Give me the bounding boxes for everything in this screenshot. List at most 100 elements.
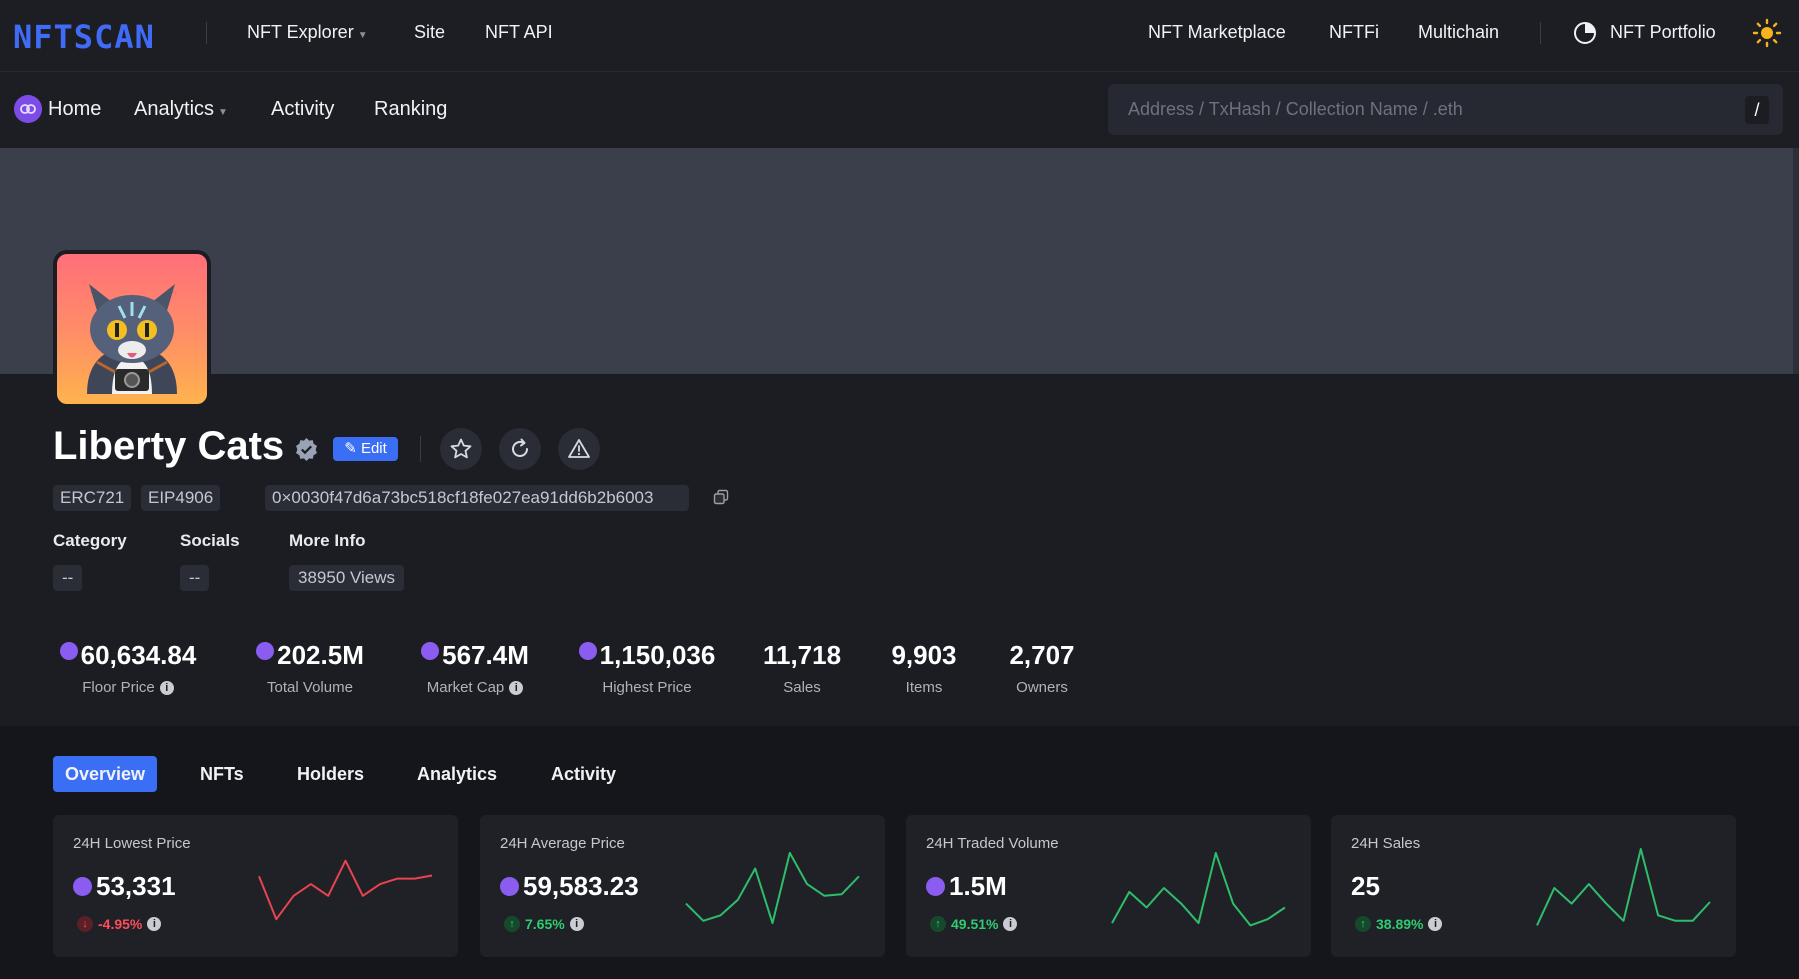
arrow-up-icon: ↑ (504, 916, 520, 932)
info-icon[interactable]: i (1003, 917, 1018, 931)
stat-value: 60,634.84 (80, 640, 197, 670)
card-title: 24H Average Price (500, 835, 625, 852)
card-average-price: 24H Average Price 59,583.23 ↑ 7.65% i (480, 815, 885, 957)
info-icon[interactable]: i (147, 917, 162, 931)
info-icon[interactable]: i (159, 680, 174, 695)
stat-owners: 2,707 Owners (997, 640, 1087, 696)
stat-items: 9,903 Items (879, 640, 969, 696)
verified-badge-icon (296, 438, 317, 461)
tab-activity[interactable]: Activity (551, 764, 617, 784)
warning-icon (568, 439, 590, 458)
stat-highest-price: 1,150,036 Highest Price (577, 640, 717, 696)
socials-value: -- (180, 565, 210, 591)
subnav-analytics-label: Analytics (134, 98, 215, 120)
copy-icon[interactable] (713, 489, 729, 505)
stat-value: 9,903 (891, 640, 957, 670)
info-icon[interactable]: i (1428, 917, 1443, 931)
tab-overview[interactable]: Overview (53, 756, 158, 792)
nav-nftfi[interactable]: NFTFi (1329, 22, 1379, 42)
stat-label: Floor Price (82, 679, 155, 696)
arrow-up-icon: ↑ (1355, 916, 1371, 932)
nav-multichain[interactable]: Multichain (1418, 22, 1500, 42)
scrollbar[interactable] (1793, 148, 1799, 374)
card-lowest-price: 24H Lowest Price 53,331 ↓ -4.95% i (53, 815, 458, 957)
stat-value: 11,718 (762, 640, 842, 670)
edit-button[interactable]: ✎ Edit (333, 437, 398, 461)
standard-tag: ERC721 (53, 485, 132, 511)
card-traded-volume: 24H Traded Volume 1.5M ↑ 49.51% i (906, 815, 1311, 957)
info-icon[interactable]: i (569, 917, 584, 931)
arrow-up-icon: ↑ (930, 916, 946, 932)
nav-site[interactable]: Site (414, 22, 446, 42)
stat-value: 2,707 (1009, 640, 1075, 670)
card-title: 24H Traded Volume (926, 835, 1059, 852)
subnav-activity[interactable]: Activity (271, 98, 335, 120)
card-sales: 24H Sales 25 ↑ 38.89% i (1331, 815, 1736, 957)
chevron-down-icon: ▼ (218, 107, 228, 118)
card-title: 24H Lowest Price (73, 835, 191, 852)
tab-nfts[interactable]: NFTs (200, 764, 244, 784)
search-shortcut-key: / (1745, 96, 1769, 124)
sun-icon[interactable] (1752, 18, 1782, 48)
title-divider (420, 436, 421, 462)
stat-label: Total Volume (267, 679, 353, 696)
category-label: Category (53, 531, 127, 550)
favorite-button[interactable] (440, 428, 482, 470)
report-button[interactable] (558, 428, 600, 470)
ethereum-icon (14, 95, 42, 123)
contract-address[interactable]: 0×0030f47d6a73bc518cf18fe027ea91dd6b2b60… (265, 485, 690, 511)
collection-banner (0, 148, 1799, 374)
nftscan-logo[interactable]: NFTSCAN (13, 18, 155, 56)
stat-label: Owners (1016, 679, 1068, 696)
sparkline-chart (685, 851, 860, 925)
star-icon (450, 438, 472, 459)
card-value: 53,331 (96, 871, 176, 901)
stat-floor-price: 60,634.84 Floor Price i (53, 640, 203, 696)
sparkline-series (685, 851, 860, 925)
ethereum-icon (73, 877, 92, 896)
subnav-ranking[interactable]: Ranking (374, 98, 448, 120)
card-value: 25 (1351, 871, 1380, 901)
refresh-icon (512, 438, 528, 457)
nav-nft-explorer-label: NFT Explorer (247, 22, 354, 42)
stat-label: Items (905, 679, 943, 696)
nav-divider (1540, 22, 1541, 44)
sparkline-series (258, 859, 433, 921)
ethereum-icon (421, 641, 440, 660)
category-value: -- (53, 565, 83, 591)
collection-title: Liberty Cats (53, 424, 285, 468)
more-info-label: More Info (289, 531, 366, 550)
arrow-down-icon: ↓ (77, 916, 93, 932)
stat-market-cap: 567.4M Market Cap i (415, 640, 535, 696)
standard-tag: EIP4906 (141, 485, 221, 511)
nav-nft-marketplace[interactable]: NFT Marketplace (1148, 22, 1286, 42)
nav-divider (206, 22, 207, 44)
stat-label: Highest Price (602, 679, 692, 696)
pie-chart-icon[interactable] (1573, 21, 1597, 45)
stat-label: Market Cap (426, 679, 505, 696)
nav-nft-explorer[interactable]: NFT Explorer ▼ (247, 22, 368, 43)
views-count: 38950 Views (289, 565, 405, 591)
tab-analytics[interactable]: Analytics (417, 764, 498, 784)
card-change: -4.95% (98, 916, 143, 932)
nav-nft-portfolio[interactable]: NFT Portfolio (1610, 22, 1716, 42)
top-navbar (0, 0, 1799, 72)
subnav-analytics[interactable]: Analytics ▼ (134, 98, 228, 121)
stat-value: 567.4M (442, 640, 529, 670)
card-title: 24H Sales (1351, 835, 1421, 852)
stat-sales: 11,718 Sales (757, 640, 847, 696)
ethereum-icon (59, 641, 78, 660)
sparkline-chart (1536, 848, 1711, 926)
nav-nft-api[interactable]: NFT API (485, 22, 553, 42)
stat-value: 1,150,036 (599, 640, 716, 670)
collection-avatar (53, 250, 211, 408)
ethereum-icon (926, 877, 945, 896)
refresh-button[interactable] (499, 428, 541, 470)
card-value: 1.5M (949, 871, 1007, 901)
sparkline-chart (258, 859, 433, 921)
tab-holders[interactable]: Holders (297, 764, 365, 784)
stat-label: Sales (783, 679, 821, 696)
subnav-home[interactable]: Home (48, 98, 102, 120)
info-icon[interactable]: i (509, 680, 524, 695)
search-input[interactable] (1108, 84, 1783, 135)
